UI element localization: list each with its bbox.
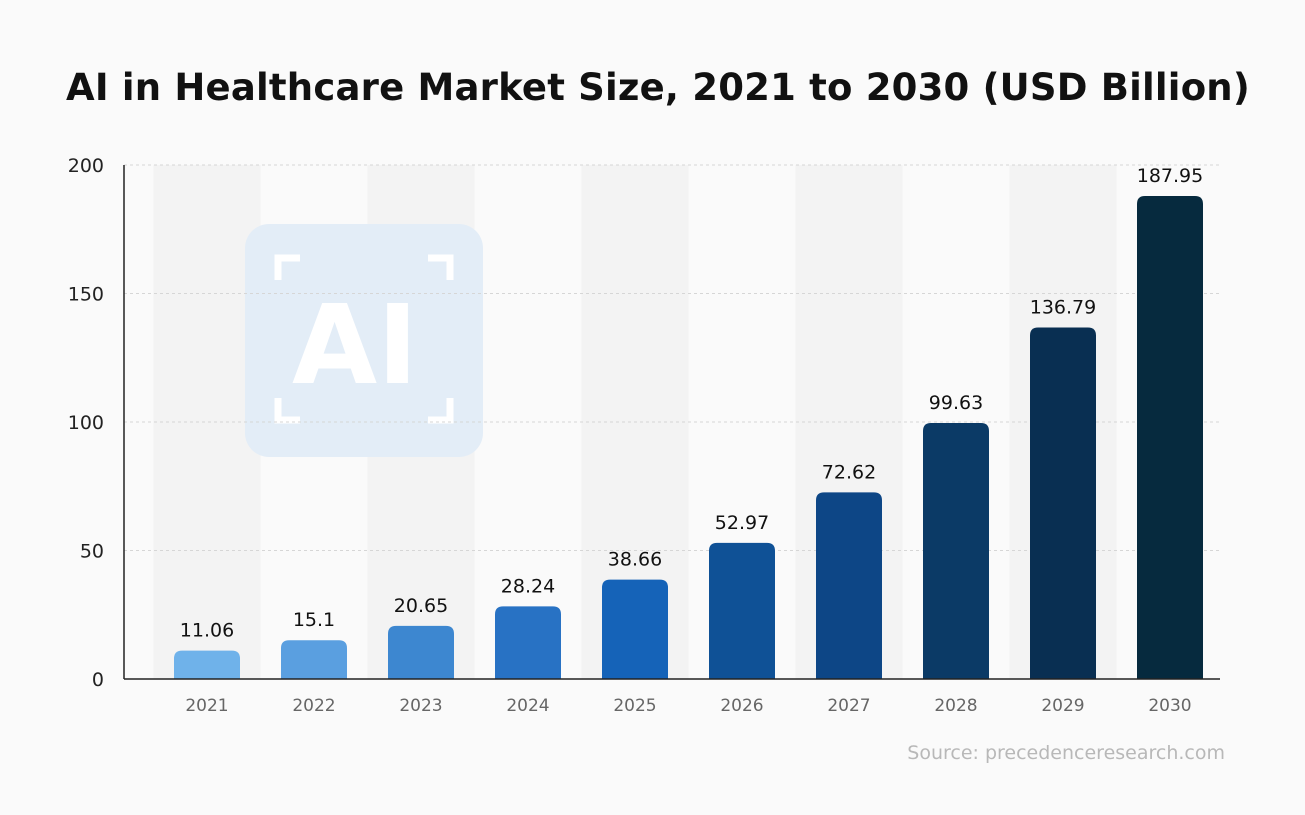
data-label: 11.06	[180, 620, 234, 642]
x-tick-label: 2028	[934, 696, 977, 716]
bar-2022	[281, 640, 347, 679]
data-label: 99.63	[929, 392, 983, 414]
y-tick-label: 50	[80, 541, 104, 563]
bar-2030	[1137, 195, 1203, 679]
data-label: 38.66	[608, 549, 662, 571]
svg-text:AI: AI	[292, 281, 418, 409]
data-label: 20.65	[394, 595, 448, 617]
x-tick-label: 2022	[292, 696, 335, 716]
x-tick-label: 2023	[399, 696, 442, 716]
bar-2025	[602, 579, 668, 679]
bar-2029	[1030, 327, 1096, 679]
chart-title: AI in Healthcare Market Size, 2021 to 20…	[66, 66, 1250, 109]
data-label: 187.95	[1137, 165, 1203, 187]
column-stripe	[153, 165, 261, 679]
y-tick-label: 200	[68, 155, 104, 177]
bar-2021	[174, 650, 240, 679]
x-tick-label: 2024	[506, 696, 549, 716]
y-tick-label: 0	[92, 669, 104, 691]
bar-2026	[709, 542, 775, 679]
bar-2027	[816, 492, 882, 679]
data-label: 15.1	[293, 609, 335, 631]
y-tick-label: 100	[68, 412, 104, 434]
data-label: 28.24	[501, 575, 555, 597]
x-tick-label: 2027	[827, 696, 870, 716]
x-tick-label: 2029	[1041, 696, 1084, 716]
bar-2024	[495, 606, 561, 679]
data-label: 136.79	[1030, 296, 1096, 318]
source-note: Source: precedenceresearch.com	[907, 742, 1225, 764]
y-tick-label: 150	[68, 284, 104, 306]
bar-2023	[388, 625, 454, 679]
x-tick-label: 2021	[185, 696, 228, 716]
bar-2028	[923, 422, 989, 679]
x-tick-label: 2026	[720, 696, 763, 716]
data-label: 52.97	[715, 512, 769, 534]
data-label: 72.62	[822, 461, 876, 483]
ai-logo-icon: AI	[245, 224, 483, 457]
x-tick-label: 2025	[613, 696, 656, 716]
x-tick-label: 2030	[1148, 696, 1191, 716]
